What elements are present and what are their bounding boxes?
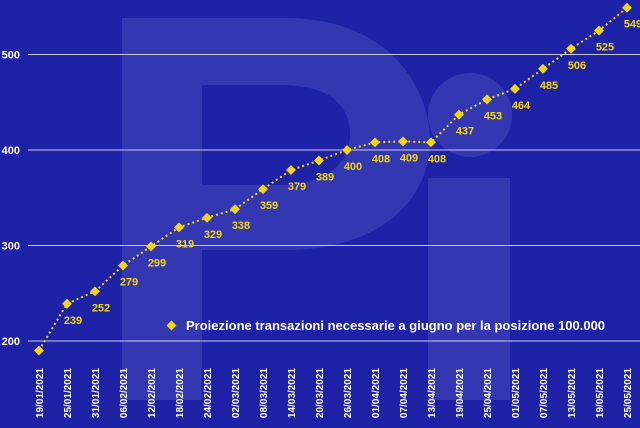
x-tick-label: 19/04/2021	[455, 368, 466, 418]
x-tick-label: 26/03/2021	[343, 368, 354, 418]
data-label: 408	[428, 153, 446, 165]
x-tick-label: 06/02/2021	[119, 368, 130, 418]
x-tick-label: 25/01/2021	[63, 368, 74, 418]
x-tick-label: 14/03/2021	[287, 368, 298, 418]
x-tick-label: 13/04/2021	[427, 368, 438, 418]
data-label: 409	[400, 152, 418, 164]
data-label: 549	[624, 19, 640, 31]
data-point	[342, 145, 352, 155]
data-point	[62, 298, 72, 309]
data-label: 400	[344, 161, 362, 173]
data-label: 329	[204, 229, 222, 241]
data-label: 389	[316, 172, 334, 184]
data-label: 437	[456, 126, 474, 138]
x-axis: 19/01/2021 25/01/2021 31/01/2021 06/02/2021…	[35, 368, 634, 418]
x-tick-label: 18/02/2021	[175, 368, 186, 418]
x-tick-label: 19/05/2021	[595, 368, 606, 418]
x-tick-label: 01/05/2021	[511, 368, 522, 418]
data-point	[34, 345, 44, 356]
data-label: 299	[148, 257, 166, 269]
data-label: 338	[232, 220, 250, 232]
pi-logo-icon	[122, 18, 512, 400]
data-point	[398, 136, 408, 147]
data-label: 464	[512, 100, 531, 112]
x-tick-label: 01/04/2021	[371, 368, 382, 418]
y-axis: 200 300 400 500	[2, 50, 20, 349]
y-tick-label: 500	[2, 50, 20, 62]
grid-lines	[28, 54, 640, 342]
data-point	[314, 155, 324, 166]
x-tick-label: 12/02/2021	[147, 368, 158, 418]
data-point	[174, 222, 184, 233]
x-tick-label: 24/02/2021	[203, 368, 214, 418]
data-label: 525	[596, 42, 614, 54]
x-tick-label: 07/04/2021	[399, 368, 410, 418]
series-polyline	[38, 6, 628, 352]
legend-marker	[166, 320, 177, 331]
data-label: 279	[120, 277, 138, 289]
data-label: 359	[260, 200, 278, 212]
data-label: 319	[176, 238, 194, 250]
x-tick-label: 19/01/2021	[35, 368, 46, 418]
data-point	[202, 212, 212, 223]
legend: Proiezione transazioni necessarie a giug…	[166, 318, 605, 333]
data-label: 506	[568, 60, 586, 72]
data-label: 252	[92, 302, 110, 314]
x-tick-label: 13/05/2021	[567, 368, 578, 418]
data-point	[510, 83, 520, 94]
data-label: 408	[372, 153, 390, 165]
data-point	[426, 137, 436, 148]
legend-label: Proiezione transazioni necessarie a giug…	[186, 318, 605, 333]
x-tick-label: 02/03/2021	[231, 368, 242, 418]
data-point	[286, 165, 296, 176]
data-point	[566, 43, 576, 54]
data-point	[258, 184, 268, 195]
y-tick-label: 200	[2, 336, 20, 348]
x-tick-label: 20/03/2021	[315, 368, 326, 418]
x-tick-label: 07/05/2021	[539, 368, 550, 418]
data-point	[230, 204, 240, 215]
x-tick-label: 25/05/2021	[623, 368, 634, 418]
x-tick-label: 08/03/2021	[259, 368, 270, 418]
data-point	[538, 63, 548, 74]
data-point	[146, 241, 156, 252]
x-tick-label: 31/01/2021	[91, 368, 102, 418]
data-label: 453	[484, 110, 502, 122]
y-tick-label: 400	[2, 145, 20, 157]
data-labels: 239 252 279 299 319 329 338 359 379 389 400 408 409 4…	[64, 19, 640, 327]
data-point	[622, 2, 632, 13]
data-point	[594, 25, 604, 36]
data-label: 239	[64, 315, 82, 327]
data-point	[370, 137, 380, 148]
data-label: 379	[288, 181, 306, 193]
data-label: 485	[540, 80, 558, 92]
y-tick-label: 300	[2, 241, 20, 253]
x-tick-label: 25/04/2021	[483, 368, 494, 418]
